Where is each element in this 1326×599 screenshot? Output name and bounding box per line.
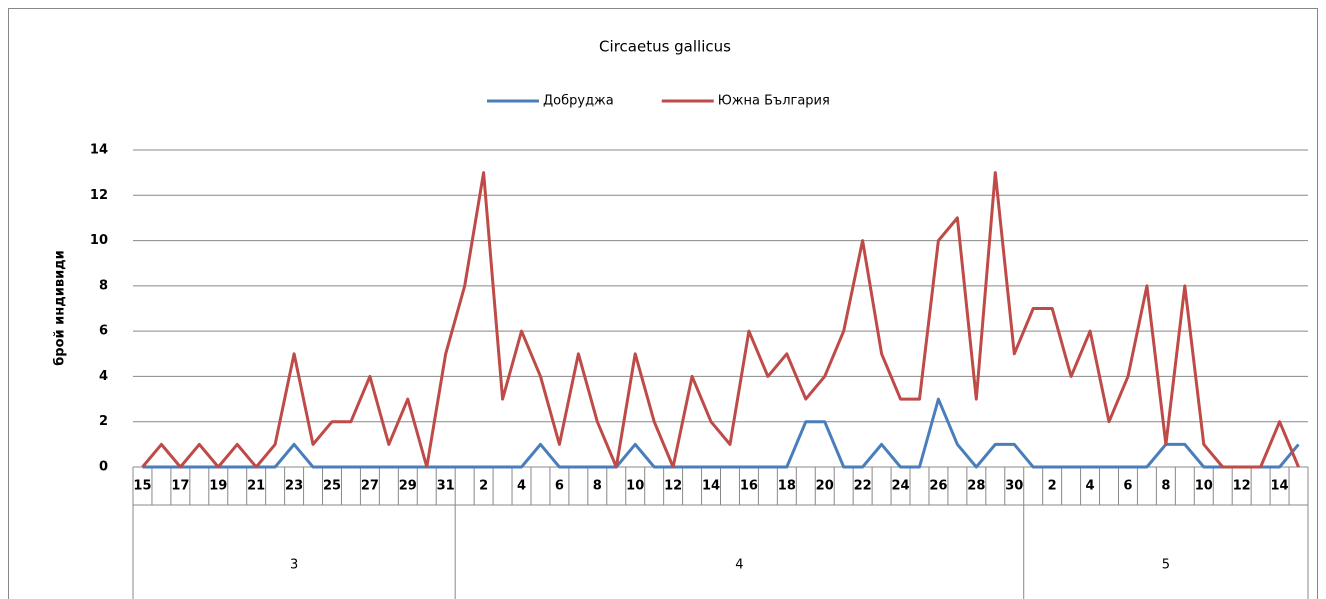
x-tick-label: 26 [929,479,947,494]
x-tick-label: 4 [1086,479,1095,494]
x-tick-label: 17 [171,479,189,494]
chart-title: Circaetus gallicus [599,38,731,56]
x-tick-label: 24 [891,479,909,494]
x-tick-label: 20 [816,479,834,494]
x-tick-label: 23 [285,479,303,494]
x-tick-label: 29 [399,479,417,494]
x-tick-label: 18 [778,479,796,494]
x-tick-label: 6 [555,479,564,494]
y-tick-label: 0 [99,460,108,475]
x-tick-label: 6 [1123,479,1132,494]
x-tick-label: 28 [967,479,985,494]
x-tick-label: 10 [626,479,644,494]
series-line [142,397,1300,469]
y-tick-label: 12 [90,188,108,203]
x-tick-label: 25 [323,479,341,494]
x-tick-label: 27 [361,479,379,494]
x-tick-label: 15 [133,479,151,494]
x-tick-label: 30 [1005,479,1023,494]
group-label: 3 [290,558,298,573]
y-tick-label: 6 [99,324,108,339]
chart-border [8,8,1318,599]
x-tick-label: 2 [1048,479,1057,494]
y-tick-label: 2 [99,414,108,429]
x-tick-label: 10 [1195,479,1213,494]
y-tick-label: 4 [99,369,108,384]
group-label: 4 [735,558,743,573]
series-line [141,171,1300,469]
legend-label: Добруджа [543,94,614,109]
x-tick-label: 2 [479,479,488,494]
x-tick-label: 8 [593,479,602,494]
y-tick-label: 8 [99,278,108,293]
x-tick-label: 21 [247,479,265,494]
x-tick-label: 16 [740,479,758,494]
legend-label: Южна България [718,94,830,109]
x-tick-label: 22 [854,479,872,494]
y-tick-label: 14 [90,143,108,158]
x-tick-label: 12 [664,479,682,494]
x-tick-label: 19 [209,479,227,494]
x-tick-label: 14 [1271,479,1289,494]
y-tick-label: 10 [90,233,108,248]
y-axis-label: брой индивиди [53,250,68,366]
x-tick-label: 8 [1161,479,1170,494]
group-label: 5 [1162,558,1170,573]
x-tick-label: 14 [702,479,720,494]
x-tick-label: 4 [517,479,526,494]
x-tick-label: 12 [1233,479,1251,494]
x-tick-label: 31 [437,479,455,494]
